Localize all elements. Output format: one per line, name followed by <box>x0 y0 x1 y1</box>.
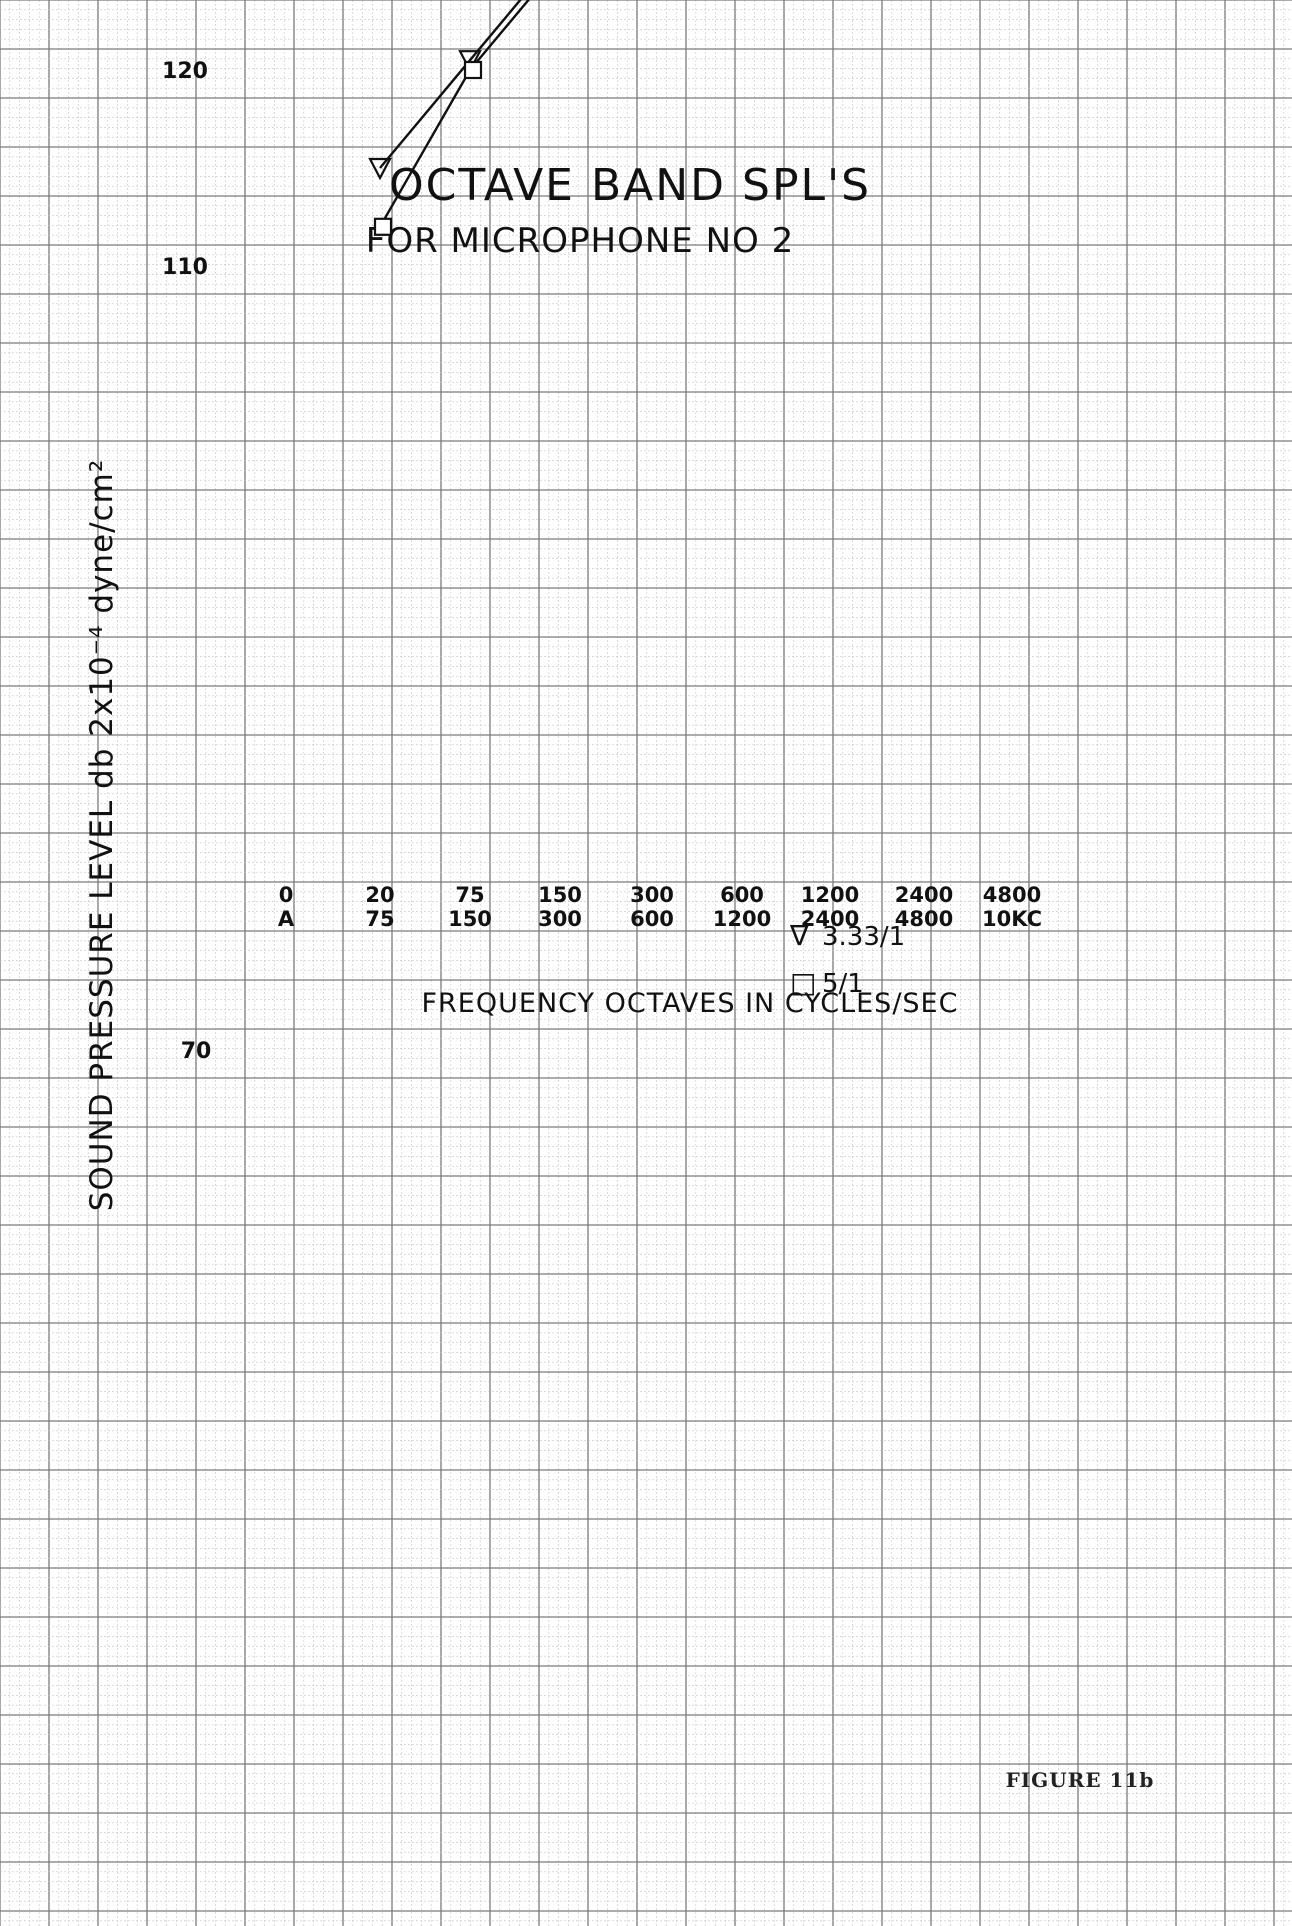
legend-symbol-2: □ <box>790 966 816 999</box>
x-tick-label: 150 <box>448 907 492 931</box>
legend-symbol-1: ∇ <box>789 919 809 952</box>
x-tick-label: 1200 <box>713 907 771 931</box>
legend-label-2: 5/1 <box>822 969 864 999</box>
data-point <box>373 217 393 236</box>
x-axis-label: FREQUENCY OCTAVES IN CYCLES/SEC <box>422 988 959 1019</box>
data-series <box>368 0 531 236</box>
y-tick-label: 120 <box>162 59 208 84</box>
data-point <box>463 60 483 80</box>
x-tick-label: 300 <box>538 907 582 931</box>
x-tick-label: 75 <box>455 883 484 907</box>
x-tick-label: 2400 <box>895 883 953 907</box>
x-tick-label: 75 <box>365 907 394 931</box>
x-tick-label: 600 <box>720 883 764 907</box>
x-tick-label: 300 <box>630 883 674 907</box>
series-line <box>378 0 531 228</box>
data-point <box>368 157 392 181</box>
legend-label-1: 3.33/1 <box>822 922 905 952</box>
y-tick-label: 70 <box>181 1039 212 1064</box>
x-tick-labels: 0A20757515015030030060060012001200240024… <box>278 883 1042 931</box>
y-axis-label: SOUND PRESSURE LEVEL db 2x10⁻⁴ dyne/cm² <box>84 459 120 1212</box>
y-tick-label: 110 <box>162 255 208 280</box>
x-tick-label: 0 <box>279 883 294 907</box>
series-1 <box>368 0 522 181</box>
figure-label: FIGURE 11b <box>1006 1768 1155 1792</box>
chart-title: OCTAVE BAND SPL'S <box>389 160 871 211</box>
series-2 <box>373 0 531 236</box>
x-tick-label: 20 <box>365 883 394 907</box>
data-point <box>458 50 482 73</box>
x-tick-label: 1200 <box>801 883 859 907</box>
x-tick-label: 10KC <box>982 907 1042 931</box>
x-tick-label: 4800 <box>983 883 1041 907</box>
series-line <box>379 0 522 169</box>
x-tick-label: A <box>278 907 295 931</box>
x-tick-label: 2400 <box>801 907 859 931</box>
x-tick-label: 150 <box>538 883 582 907</box>
x-tick-label: 4800 <box>895 907 953 931</box>
y-tick-labels: 70110120130140150 <box>162 59 212 1064</box>
chart-subtitle: FOR MICROPHONE NO 2 <box>366 221 794 261</box>
legend: ∇ 3.33/1 □ 5/1 <box>789 919 905 999</box>
x-tick-label: 600 <box>630 907 674 931</box>
